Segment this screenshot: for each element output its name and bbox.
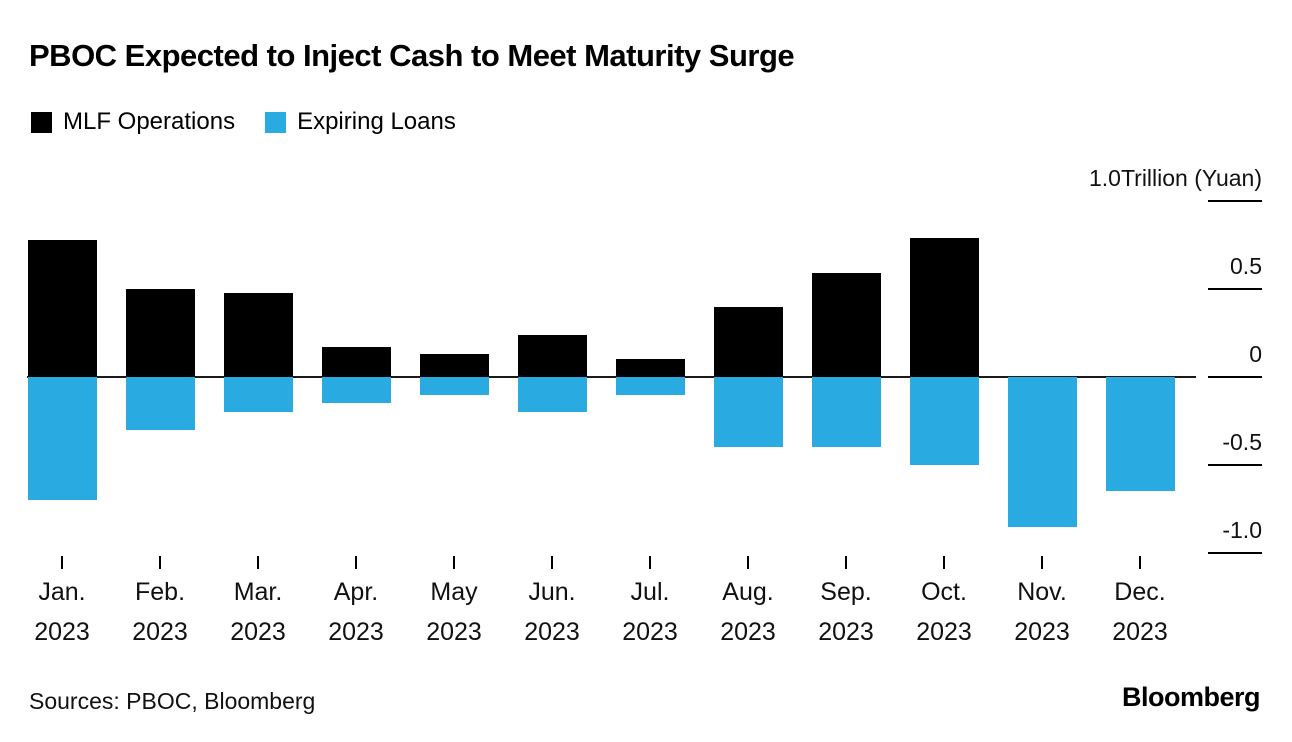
x-tick-oct: [943, 556, 945, 569]
x-tick-jun: [551, 556, 553, 569]
bar-expiring-nov: [1007, 377, 1077, 527]
y-tick-dash--0.5: [1208, 464, 1262, 466]
y-tick-label--1: -1.0: [1222, 517, 1262, 543]
zero-axis-line: [27, 376, 1196, 378]
bar-mlf-apr: [321, 347, 391, 377]
bar-expiring-mar: [223, 377, 293, 413]
bar-mlf-jun: [517, 334, 587, 377]
bar-expiring-oct: [909, 377, 979, 465]
legend-item-expiring-loans: Expiring Loans: [265, 108, 456, 136]
y-tick-dash-0: [1208, 376, 1262, 378]
y-tick-label-0: 0: [1249, 341, 1262, 367]
x-label-jul: Jul. 2023: [622, 578, 678, 646]
y-tick-dash-1: [1208, 200, 1262, 202]
x-label-nov: Nov. 2023: [1014, 578, 1070, 646]
x-label-may: May 2023: [426, 578, 482, 646]
bar-mlf-sep: [811, 273, 881, 377]
x-label-jun: Jun. 2023: [524, 578, 580, 646]
x-label-feb: Feb. 2023: [132, 578, 188, 646]
y-tick-label-0.5: 0.5: [1230, 253, 1262, 279]
bar-mlf-jan: [27, 239, 97, 377]
legend-label-mlf-operations: MLF Operations: [63, 108, 236, 135]
x-tick-nov: [1041, 556, 1043, 569]
chart-title: PBOC Expected to Inject Cash to Meet Mat…: [29, 38, 795, 73]
x-tick-may: [453, 556, 455, 569]
sources-note: Sources: PBOC, Bloomberg: [29, 688, 316, 714]
bar-mlf-jul: [615, 359, 685, 377]
bar-mlf-feb: [125, 289, 195, 377]
x-tick-mar: [257, 556, 259, 569]
legend-item-mlf-operations: MLF Operations: [31, 108, 235, 136]
legend-swatch-mlf-operations: [31, 111, 52, 133]
y-tick-label-1: 1.0Trillion (Yuan): [1088, 165, 1262, 191]
x-tick-dec: [1139, 556, 1141, 569]
bar-mlf-mar: [223, 292, 293, 377]
x-label-oct: Oct. 2023: [916, 578, 972, 646]
bloomberg-logo: Bloomberg: [1121, 682, 1261, 712]
bar-expiring-jan: [27, 377, 97, 501]
bar-expiring-sep: [811, 377, 881, 448]
x-label-jan: Jan. 2023: [34, 578, 90, 646]
y-tick-dash--1: [1208, 552, 1262, 554]
x-tick-aug: [747, 556, 749, 569]
y-tick-dash-0.5: [1208, 288, 1262, 290]
legend: MLF Operations Expiring Loans: [31, 108, 456, 136]
bar-mlf-aug: [713, 306, 783, 377]
x-tick-apr: [355, 556, 357, 569]
bar-expiring-may: [419, 377, 489, 395]
x-tick-sep: [845, 556, 847, 569]
legend-swatch-expiring-loans: [265, 111, 287, 133]
bar-expiring-apr: [321, 377, 391, 404]
bar-mlf-may: [419, 354, 489, 377]
bar-expiring-jul: [615, 377, 685, 395]
x-tick-feb: [159, 556, 161, 569]
bar-expiring-jun: [517, 377, 587, 413]
x-label-apr: Apr. 2023: [328, 578, 384, 646]
x-tick-jul: [649, 556, 651, 569]
x-label-sep: Sep. 2023: [818, 578, 874, 646]
x-tick-jan: [61, 556, 63, 569]
x-label-dec: Dec. 2023: [1112, 578, 1168, 646]
bar-expiring-aug: [713, 377, 783, 448]
bar-expiring-feb: [125, 377, 195, 430]
x-label-aug: Aug. 2023: [720, 578, 776, 646]
x-label-mar: Mar. 2023: [230, 578, 286, 646]
y-tick-label--0.5: -0.5: [1222, 429, 1262, 455]
bar-expiring-dec: [1105, 377, 1175, 492]
bar-mlf-oct: [909, 237, 979, 377]
legend-label-expiring-loans: Expiring Loans: [297, 108, 456, 135]
